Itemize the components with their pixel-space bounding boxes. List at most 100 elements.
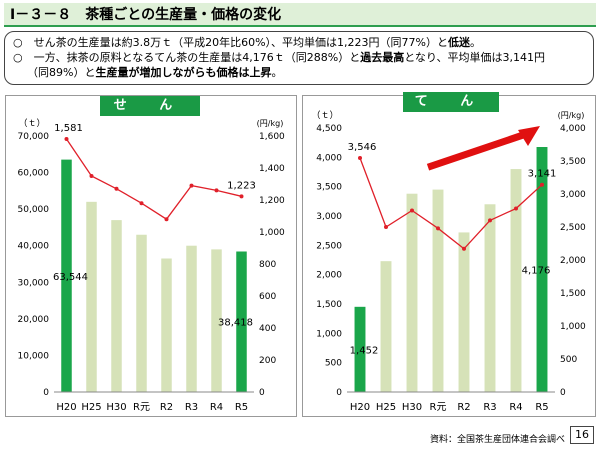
tencha-right-tick: 1,500 [560,289,586,299]
sencha-line-label-first: 1,581 [54,123,83,134]
tencha-right-tick: 1,000 [560,322,586,332]
tencha-bar-label-last: 4,176 [522,266,551,277]
sencha-right-tick: 1,400 [259,164,285,174]
sencha-price-point [114,186,119,191]
page-title: Ⅰ－３－８ 茶種ごとの生産量・価格の変化 [4,3,596,27]
tencha-right-tick: 2,500 [560,223,586,233]
tencha-right-tick: 0 [560,388,566,398]
sencha-bar [61,159,72,392]
source-note: 資料：全国茶生産団体連合会調べ [430,435,566,445]
sencha-bar [136,234,147,392]
sencha-right-tick: 400 [259,324,276,334]
tencha-right-tick: 3,000 [560,190,586,200]
tencha-bar-label-first: 1,452 [350,345,379,356]
tencha-category-label: R3 [483,402,496,413]
tencha-trend-arrow [426,128,534,171]
sencha-left-tick: 60,000 [18,169,50,179]
sencha-label: せ ん 茶 [100,96,200,133]
sencha-category-label: H25 [81,402,101,413]
tencha-bar [432,189,444,392]
tencha-left-tick: 3,500 [316,183,342,193]
tencha-chart: （ｔ） (円/kg)05001,0001,5002,0002,5003,0003,… [311,110,586,413]
tencha-left-tick: 0 [336,388,342,398]
sencha-left-tick: 10,000 [18,351,50,361]
sencha-category-label: R4 [210,402,223,413]
sencha-right-tick: 800 [259,260,276,270]
tencha-left-tick: 1,000 [316,329,342,339]
sencha-price-point [89,174,94,178]
tencha-price-point [410,208,414,213]
tencha-line-label-last: 3,141 [528,169,557,180]
sencha-line-label-last: 1,223 [227,180,256,191]
sencha-price-point [214,188,219,193]
sencha-bar [111,220,122,392]
sencha-price-point [64,137,69,142]
tencha-line-label-first: 3,546 [348,142,377,153]
tencha-left-tick: 4,500 [316,124,342,134]
sencha-left-tick: 30,000 [18,278,50,288]
sencha-right-tick: 200 [259,356,276,366]
tencha-right-tick: 2,000 [560,256,586,266]
sencha-left-tick: 70,000 [18,132,50,142]
tencha-bar [406,193,418,392]
tencha-trend-arrowhead [518,126,540,146]
sencha-price-line [65,138,242,221]
sencha-right-unit: (円/kg) [257,119,284,128]
tencha-category-label: R5 [535,402,548,413]
tencha-right-unit: (円/kg) [558,111,585,120]
tencha-chart-panel: （ｔ） (円/kg) 0 500 1,000 1,500 2,000 2,500 3,000 3,… [302,95,596,417]
tencha-category-label: H30 [402,402,422,413]
tencha-bar [484,204,496,392]
sencha-category-label: H20 [56,402,76,413]
tencha-category-label: R2 [457,402,470,413]
tencha-right-tick: 4,000 [560,124,586,134]
tencha-right-tick: 500 [560,355,577,365]
sencha-left-tick: 40,000 [18,242,50,252]
tencha-category-label: R4 [509,402,522,413]
sencha-left-tick: 50,000 [18,205,50,215]
sencha-bar [236,251,247,392]
summary-line-2: ○ 一方、抹茶の原料となるてん茶の生産量は4,176ｔ（同288%）と過去最高と… [13,51,545,64]
sencha-right-tick: 1,600 [259,132,285,142]
sencha-bar [186,245,197,392]
tencha-left-tick: 4,000 [316,153,342,163]
tencha-bar [354,306,366,392]
sencha-left-unit: （ｔ） [18,118,45,129]
tencha-left-unit: （ｔ） [311,110,338,121]
sencha-chart-panel: （ｔ） (円/kg) 0 10,000 20,000 30,000 40,000 50,000… [5,95,297,417]
tencha-price-point [384,225,388,229]
tencha-bar [458,232,470,392]
tencha-left-tick: 2,000 [316,271,342,281]
sencha-right-tick: 0 [259,388,265,398]
tencha-price-line [359,157,543,250]
tencha-price-point [488,218,492,223]
sencha-category-label: R元 [133,402,150,413]
sencha-left-tick: 0 [43,388,49,398]
sencha-price-point [189,183,194,188]
tencha-category-label: R元 [430,402,447,413]
sencha-left-tick: 20,000 [18,315,50,325]
sencha-price-point [164,217,169,222]
summary-line-3: （同89%）と生産量が増加しながらも価格は上昇。 [27,66,283,79]
sencha-chart: （ｔ） (円/kg) 0 10,000 20,000 30,000 40,000 50,000… [18,118,286,413]
tencha-label: て ん 茶 [403,92,499,129]
summary-line-1: ○ せん茶の生産量は約3.8万ｔ（平成20年比60%）、平均単価は1,223円（… [13,36,481,49]
tencha-left-tick: 3,000 [316,212,342,222]
tencha-price-point [358,155,362,160]
summary-box: ○ せん茶の生産量は約3.8万ｔ（平成20年比60%）、平均単価は1,223円（… [4,31,594,85]
tencha-left-tick: 2,500 [316,241,342,251]
sencha-category-label: R3 [185,402,198,413]
page-number: 16 [570,426,594,444]
tencha-right-tick: 3,500 [560,157,586,167]
sencha-right-tick: 600 [259,292,276,302]
sencha-category-label: H30 [106,402,126,413]
tencha-bar [536,147,548,392]
sencha-right-tick: 1,200 [259,196,285,206]
tencha-left-tick: 1,500 [316,300,342,310]
tencha-category-label: H20 [350,402,370,413]
tencha-bar [510,169,522,392]
tencha-category-label: H25 [376,402,396,413]
tencha-price-point [514,206,518,211]
sencha-bar-label-first: 63,544 [53,272,88,283]
sencha-bar [86,201,97,392]
